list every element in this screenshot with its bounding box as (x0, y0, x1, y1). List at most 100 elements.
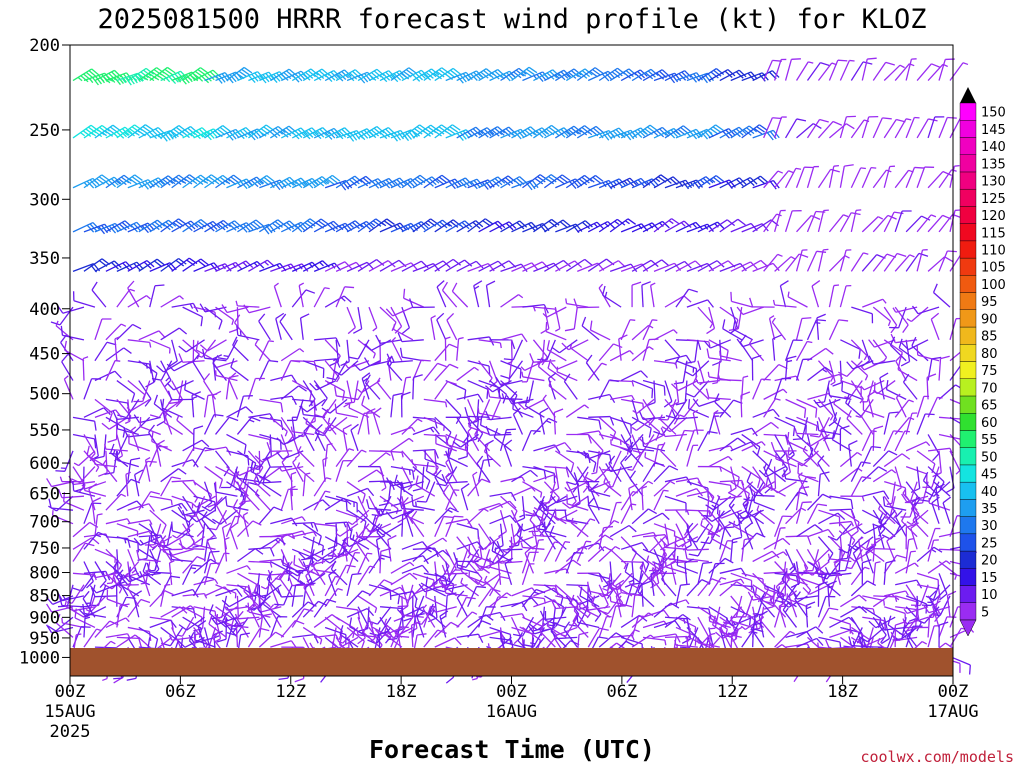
colorbar-label: 150 (981, 106, 1006, 121)
wind-barb (61, 354, 74, 381)
wind-barb (828, 284, 840, 308)
wind-barb (883, 559, 896, 585)
wind-barb (46, 624, 74, 634)
x-tick-date: 17AUG (927, 702, 978, 722)
colorbar-swatch (959, 378, 977, 397)
wind-barb (720, 620, 732, 648)
wind-barb (829, 495, 854, 510)
wind-barb (583, 450, 611, 460)
wind-barb (335, 523, 359, 537)
wind-barb (423, 398, 448, 408)
wind-barb (796, 214, 821, 233)
wind-barb (529, 353, 556, 363)
wind-barb (905, 58, 917, 81)
wind-barb (620, 490, 639, 511)
wind-barb (886, 534, 896, 562)
wind-barb (72, 416, 97, 431)
wind-barb (763, 398, 781, 418)
wind-barb (620, 503, 637, 524)
wind-barb (292, 360, 318, 371)
wind-barb (642, 319, 658, 341)
wind-barb (72, 433, 97, 449)
wind-barb (275, 312, 285, 340)
wind-barb (83, 485, 107, 497)
wind-barb (882, 496, 907, 511)
wind-barb (102, 459, 118, 483)
chart-title: 2025081500 HRRR forecast wind profile (k… (97, 4, 926, 35)
wind-barb (201, 511, 217, 538)
wind-barb (828, 255, 850, 272)
wind-barb (773, 515, 792, 537)
wind-barb (521, 551, 539, 574)
wind-barb (782, 601, 798, 628)
wind-barb (298, 446, 315, 468)
wind-barb (719, 350, 742, 362)
wind-barb (785, 416, 807, 435)
wind-barb (72, 521, 99, 538)
wind-barb (881, 617, 891, 645)
wind-barb (928, 447, 953, 454)
wind-barb (631, 178, 660, 189)
wind-barb (314, 358, 341, 368)
wind-barb (232, 336, 249, 362)
wind-barb (137, 536, 151, 561)
wind-barb (631, 68, 659, 82)
wind-barb (349, 528, 370, 550)
wind-barb (193, 576, 214, 597)
wind-barb (445, 259, 473, 272)
wind-barb (223, 536, 230, 562)
wind-barb (521, 563, 535, 585)
y-tick-label: 800 (29, 564, 60, 584)
wind-barb (883, 64, 905, 81)
wind-barb (684, 544, 709, 551)
wind-barb (829, 629, 854, 639)
wind-barb (840, 495, 865, 502)
wind-barb (631, 281, 642, 308)
wind-barb (719, 567, 747, 577)
wind-barb (619, 583, 644, 597)
wind-barb (770, 441, 797, 452)
wind-barb (439, 610, 449, 638)
wind-barb (719, 399, 743, 418)
wind-barb (160, 468, 187, 483)
wind-barb (737, 509, 747, 537)
wind-barb (585, 481, 611, 491)
wind-barb (178, 616, 205, 631)
colorbar-label: 110 (981, 243, 1006, 258)
y-tick-label: 900 (29, 608, 60, 628)
wind-barb (872, 253, 897, 272)
wind-barb (553, 408, 564, 435)
wind-barb (642, 259, 670, 272)
wind-barb (903, 621, 918, 648)
wind-barb (171, 605, 195, 618)
wind-barb (916, 214, 937, 233)
wind-barb (193, 69, 221, 84)
wind-barb (686, 522, 699, 550)
wind-barb (609, 68, 637, 82)
wind-barb (861, 430, 877, 452)
wind-barb (456, 393, 484, 403)
colorbar-label: 50 (981, 450, 998, 465)
wind-barb (522, 509, 544, 524)
wind-barb (249, 603, 260, 628)
wind-barb (861, 166, 877, 189)
wind-barb (784, 167, 802, 189)
wind-barb (127, 503, 155, 512)
wind-barb (362, 623, 381, 648)
wind-barb (169, 380, 184, 405)
wind-barb (862, 595, 886, 606)
wind-barb (456, 260, 484, 272)
wind-barb (905, 441, 931, 452)
wind-barb (520, 360, 545, 372)
wind-barb (675, 380, 688, 406)
wind-barb (138, 258, 165, 272)
y-tick-label: 500 (29, 385, 60, 405)
wind-barb (573, 298, 600, 309)
wind-barb (524, 396, 545, 418)
wind-barb (460, 577, 479, 597)
wind-barb (565, 404, 590, 418)
wind-barb (128, 566, 150, 586)
wind-barb (653, 416, 677, 436)
wind-barb (346, 487, 375, 497)
colorbar-label: 100 (981, 278, 1006, 293)
